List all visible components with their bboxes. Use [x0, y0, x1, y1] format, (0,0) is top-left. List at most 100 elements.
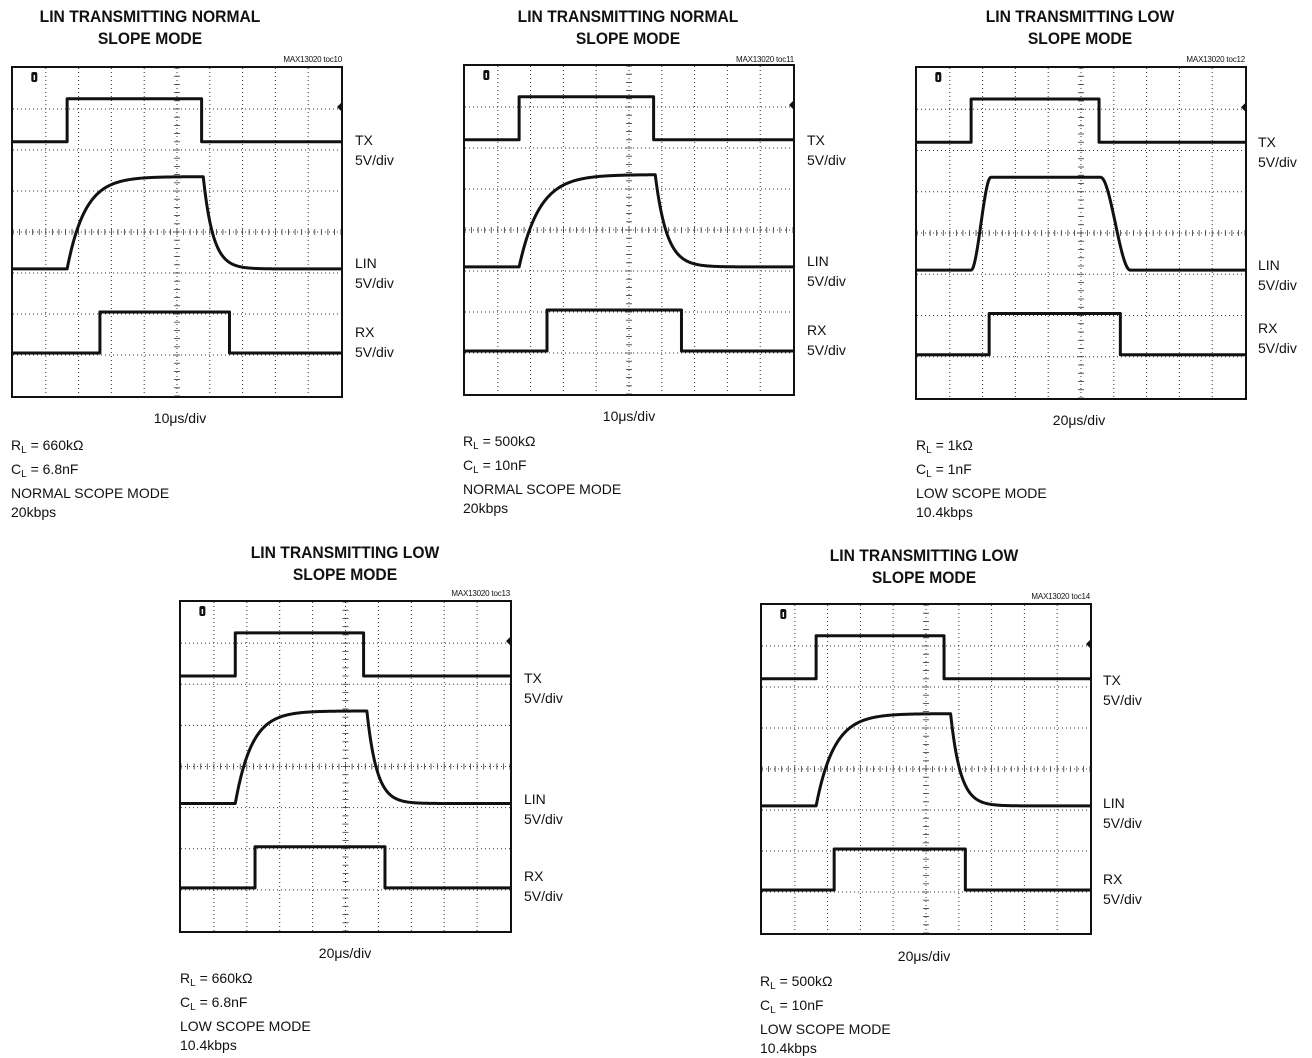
channel-scale: 5V/div [355, 275, 394, 291]
title-line-2: SLOPE MODE [292, 565, 398, 584]
channel-label-tx: TX 5V/div [524, 668, 563, 708]
trigger-level-marker [506, 637, 510, 646]
title-line-2: SLOPE MODE [575, 29, 681, 48]
trace-lin [917, 175, 1245, 272]
oscilloscope-screen [11, 66, 343, 398]
time-scale-label: 20μs/div [897, 948, 951, 964]
load-resistance: RL = 1kΩ [916, 437, 973, 456]
channel-scale: 5V/div [807, 342, 846, 358]
data-rate: 20kbps [11, 504, 57, 520]
channel-scale: 5V/div [524, 690, 563, 706]
title-line-1: LIN TRANSMITTING LOW [829, 546, 1019, 565]
channel-label-lin: LIN 5V/div [355, 253, 394, 293]
trace-rx [465, 308, 793, 353]
channel-label-rx: RX 5V/div [355, 322, 394, 362]
channel-scale: 5V/div [524, 811, 563, 827]
channel-label-tx: TX 5V/div [1103, 670, 1142, 710]
panel-title: LIN TRANSMITTING LOW SLOPE MODE [942, 6, 1218, 50]
figure-id: MAX13020 toc14 [1031, 592, 1090, 601]
scope-mode: NORMAL SCOPE MODE [11, 485, 170, 501]
channel-name: LIN [1103, 795, 1125, 811]
trace-tx [181, 631, 510, 678]
trigger-level-marker [1086, 639, 1090, 648]
test-conditions: RL = 500kΩ CL = 10nF NORMAL SCOPE MODE 2… [463, 432, 621, 518]
channel-scale: 5V/div [1258, 340, 1297, 356]
trace-tx [917, 97, 1245, 144]
data-rate: 10.4kbps [180, 1037, 237, 1053]
channel-label-lin: LIN 5V/div [1258, 255, 1297, 295]
title-line-1: LIN TRANSMITTING LOW [250, 543, 440, 562]
channel-scale: 5V/div [807, 152, 846, 168]
channel-scale: 5V/div [807, 273, 846, 289]
load-capacitance: CL = 6.8nF [180, 994, 248, 1013]
trigger-level-marker [789, 100, 793, 109]
channel-name: TX [355, 132, 373, 148]
trace-rx [762, 847, 1090, 892]
test-conditions: RL = 500kΩ CL = 10nF LOW SCOPE MODE 10.4… [760, 972, 891, 1058]
channel-name: RX [1103, 871, 1123, 887]
scope-plot [13, 68, 341, 396]
channel-label-rx: RX 5V/div [524, 866, 563, 906]
scope-plot [762, 605, 1090, 933]
trace-lin [465, 173, 793, 269]
channel-label-lin: LIN 5V/div [524, 789, 563, 829]
channel-label-rx: RX 5V/div [807, 320, 846, 360]
channel-label-tx: TX 5V/div [355, 130, 394, 170]
scope-mode: LOW SCOPE MODE [760, 1021, 891, 1037]
panel-title: LIN TRANSMITTING LOW SLOPE MODE [786, 545, 1062, 589]
load-capacitance: CL = 10nF [760, 997, 824, 1016]
trace-tx [13, 97, 341, 144]
scope-plot [181, 602, 510, 931]
trace-lin [13, 175, 341, 271]
channel-label-rx: RX 5V/div [1258, 318, 1297, 358]
title-line-2: SLOPE MODE [97, 29, 203, 48]
figure-id: MAX13020 toc12 [1186, 55, 1245, 64]
trace-rx [917, 311, 1245, 357]
oscilloscope-screen [915, 66, 1247, 400]
load-resistance: RL = 500kΩ [463, 433, 536, 452]
oscilloscope-screen [760, 603, 1092, 935]
channel-scale: 5V/div [1258, 277, 1297, 293]
trigger-level-marker [1241, 103, 1245, 112]
channel-scale: 5V/div [355, 344, 394, 360]
figure-id: MAX13020 toc11 [736, 55, 794, 64]
channel-label-lin: LIN 5V/div [1103, 793, 1142, 833]
channel-name: LIN [807, 253, 829, 269]
channel-scale: 5V/div [1258, 154, 1297, 170]
channel-name: LIN [1258, 257, 1280, 273]
load-resistance: RL = 660kΩ [180, 970, 253, 989]
channel-name: TX [1103, 672, 1121, 688]
scope-plot [465, 66, 793, 394]
trace-lin [762, 712, 1090, 808]
load-capacitance: CL = 10nF [463, 457, 527, 476]
channel-label-rx: RX 5V/div [1103, 869, 1142, 909]
scope-mode: LOW SCOPE MODE [916, 485, 1047, 501]
oscilloscope-screen [463, 64, 795, 396]
trace-rx [13, 310, 341, 355]
channel-name: LIN [524, 791, 546, 807]
trace-rx [181, 845, 510, 890]
channel-name: TX [524, 670, 542, 686]
grid [181, 602, 510, 931]
channel-name: TX [1258, 134, 1276, 150]
title-line-1: LIN TRANSMITTING LOW [985, 7, 1175, 26]
test-conditions: RL = 1kΩ CL = 1nF LOW SCOPE MODE 10.4kbp… [916, 436, 1047, 522]
load-resistance: RL = 500kΩ [760, 973, 833, 992]
load-capacitance: CL = 6.8nF [11, 461, 79, 480]
trace-lin [181, 709, 510, 806]
channel-label-tx: TX 5V/div [1258, 132, 1297, 172]
channel-name: RX [355, 324, 375, 340]
test-conditions: RL = 660kΩ CL = 6.8nF NORMAL SCOPE MODE … [11, 436, 169, 522]
panel-title: LIN TRANSMITTING NORMAL SLOPE MODE [12, 6, 288, 50]
load-capacitance: CL = 1nF [916, 461, 972, 480]
data-rate: 10.4kbps [760, 1040, 817, 1056]
title-line-2: SLOPE MODE [1027, 29, 1133, 48]
test-conditions: RL = 660kΩ CL = 6.8nF LOW SCOPE MODE 10.… [180, 969, 311, 1055]
channel-scale: 5V/div [524, 888, 563, 904]
scope-plot [917, 68, 1245, 398]
title-line-2: SLOPE MODE [871, 568, 977, 587]
time-scale-label: 10μs/div [602, 408, 656, 424]
trigger-level-marker [337, 102, 341, 111]
scope-mode: LOW SCOPE MODE [180, 1018, 311, 1034]
time-scale-label: 20μs/div [318, 945, 372, 961]
